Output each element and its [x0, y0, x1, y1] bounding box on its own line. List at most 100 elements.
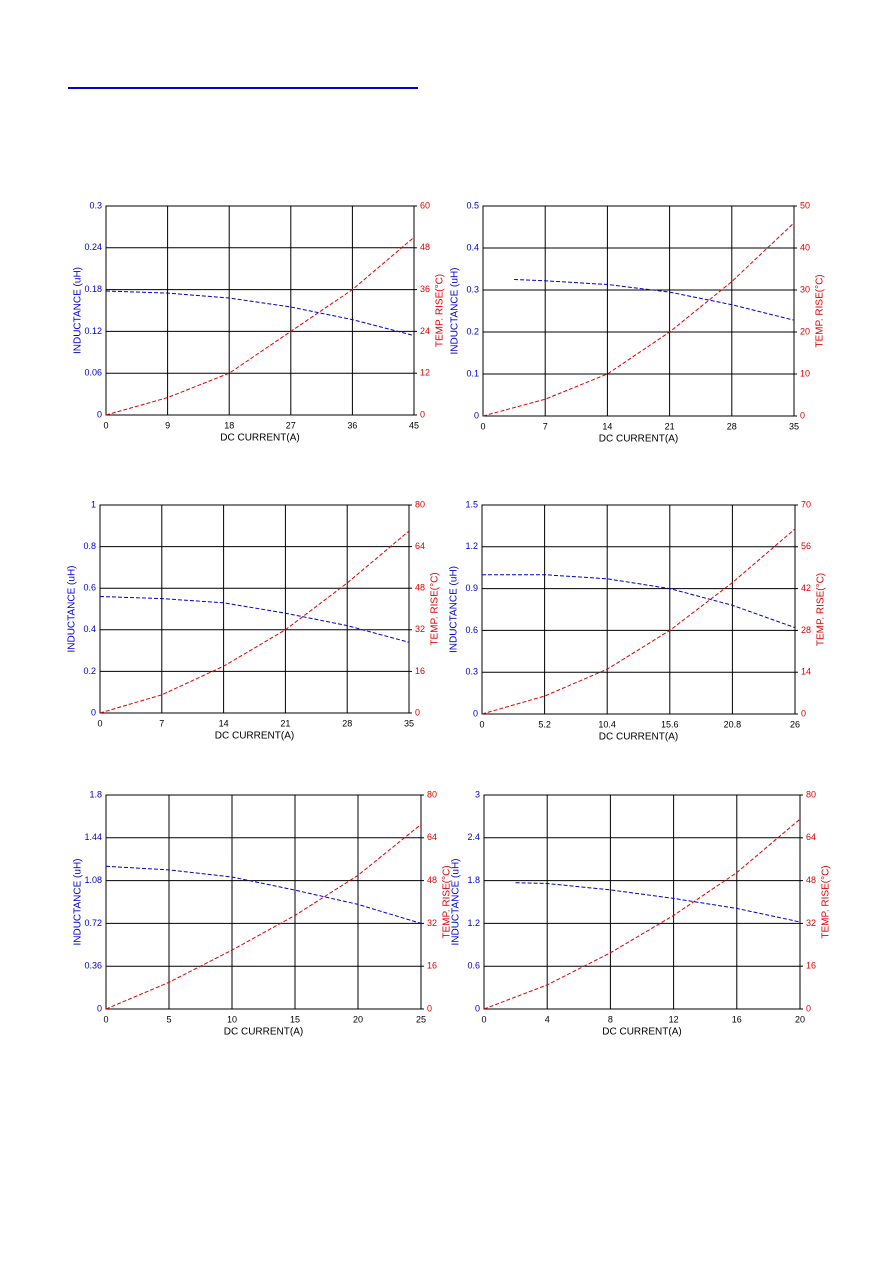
- y2-tick-label: 50: [800, 200, 810, 210]
- x-tick-label: 35: [789, 421, 799, 431]
- series-line: [481, 528, 796, 715]
- x-tick-label: 20: [353, 1014, 363, 1024]
- x-tick-label: 20.8: [724, 719, 742, 729]
- y-tick-label: 1: [91, 499, 96, 509]
- y-tick-label: 1.8: [467, 875, 480, 885]
- y-tick-label: 1.5: [465, 499, 478, 509]
- x-tick-label: 7: [159, 718, 164, 728]
- y2-tick-label: 80: [415, 499, 425, 509]
- y-tick-label: 1.2: [465, 541, 478, 551]
- y2-tick-label: 60: [420, 200, 430, 210]
- y-tick-label: 3: [475, 789, 480, 799]
- x-tick-label: 18: [224, 420, 234, 430]
- y2-tick-label: 16: [427, 961, 437, 971]
- y2-tick-label: 48: [420, 242, 430, 252]
- y-tick-label: 0.4: [83, 624, 96, 634]
- x-axis-label: DC CURRENT(A): [599, 732, 678, 743]
- y2-tick-label: 16: [806, 961, 816, 971]
- y2-tick-label: 24: [420, 326, 430, 336]
- y-tick-label: 0.6: [83, 583, 96, 593]
- y-axis-label: INDUCTANCE (uH): [73, 858, 84, 945]
- plot-frame: [482, 205, 795, 417]
- x-tick-label: 27: [286, 420, 296, 430]
- y-axis-label: INDUCTANCE (uH): [450, 267, 461, 354]
- x-tick-label: 28: [727, 421, 737, 431]
- y-tick-label: 0: [475, 1003, 480, 1013]
- x-tick-label: 36: [347, 420, 357, 430]
- x-tick-label: 21: [665, 421, 675, 431]
- y-tick-label: 0.3: [466, 284, 479, 294]
- y-tick-label: 0.3: [465, 667, 478, 677]
- x-tick-label: 35: [404, 718, 414, 728]
- y2-tick-label: 80: [427, 789, 437, 799]
- x-tick-label: 0: [103, 420, 108, 430]
- y-tick-label: 1.44: [84, 832, 102, 842]
- x-tick-label: 25: [416, 1014, 426, 1024]
- y2-tick-label: 0: [806, 1003, 811, 1013]
- plot-frame: [481, 504, 796, 715]
- x-tick-label: 0: [481, 1014, 486, 1024]
- x-axis-label: DC CURRENT(A): [220, 433, 299, 444]
- x-tick-label: 28: [342, 718, 352, 728]
- x-tick-label: 5: [166, 1014, 171, 1024]
- y2-tick-label: 64: [415, 541, 425, 551]
- y2-axis-label: TEMP. RISE(°C): [821, 865, 832, 938]
- x-tick-label: 14: [219, 718, 229, 728]
- y2-tick-label: 64: [427, 832, 437, 842]
- y-tick-label: 0.36: [84, 961, 102, 971]
- y-tick-label: 0.2: [83, 666, 96, 676]
- x-tick-label: 26: [790, 719, 800, 729]
- y2-tick-label: 42: [801, 583, 811, 593]
- x-tick-label: 7: [543, 421, 548, 431]
- x-tick-label: 4: [545, 1014, 550, 1024]
- x-tick-label: 15.6: [661, 719, 679, 729]
- x-tick-label: 21: [280, 718, 290, 728]
- y-tick-label: 1.2: [467, 918, 480, 928]
- x-tick-label: 20: [795, 1014, 805, 1024]
- y-tick-label: 1.8: [89, 789, 102, 799]
- series-line: [105, 824, 422, 1010]
- y-tick-label: 0.72: [84, 918, 102, 928]
- y-tick-label: 0.18: [84, 284, 102, 294]
- y-tick-label: 0: [474, 410, 479, 420]
- x-tick-label: 45: [409, 420, 419, 430]
- y2-tick-label: 80: [806, 789, 816, 799]
- x-axis-label: DC CURRENT(A): [599, 434, 678, 445]
- y-tick-label: 0: [473, 708, 478, 718]
- y2-axis-label: TEMP. RISE(°C): [815, 274, 826, 347]
- y2-tick-label: 28: [801, 625, 811, 635]
- x-tick-label: 10.4: [598, 719, 616, 729]
- y2-axis-label: TEMP. RISE(°C): [442, 865, 453, 938]
- y2-axis-label: TEMP. RISE(°C): [430, 572, 441, 645]
- y-axis-label: INDUCTANCE (uH): [73, 267, 84, 354]
- y2-tick-label: 70: [801, 499, 811, 509]
- y-tick-label: 0.4: [466, 242, 479, 252]
- y2-axis-label: TEMP. RISE(°C): [435, 274, 446, 347]
- y2-tick-label: 16: [415, 666, 425, 676]
- x-axis-label: DC CURRENT(A): [224, 1027, 303, 1038]
- x-tick-label: 16: [732, 1014, 742, 1024]
- y-tick-label: 0.12: [84, 326, 102, 336]
- y-tick-label: 0: [97, 1003, 102, 1013]
- y2-tick-label: 48: [806, 875, 816, 885]
- series-line: [483, 818, 801, 1010]
- y2-tick-label: 0: [801, 708, 806, 718]
- y2-tick-label: 14: [801, 667, 811, 677]
- y2-tick-label: 48: [427, 875, 437, 885]
- y2-tick-label: 32: [427, 918, 437, 928]
- y2-tick-label: 64: [806, 832, 816, 842]
- x-axis-label: DC CURRENT(A): [215, 731, 294, 742]
- y-tick-label: 0.2: [466, 326, 479, 336]
- x-tick-label: 0: [480, 421, 485, 431]
- x-tick-label: 0: [479, 719, 484, 729]
- x-tick-label: 14: [602, 421, 612, 431]
- y-tick-label: 0.9: [465, 583, 478, 593]
- plot-frame: [99, 504, 410, 714]
- y-tick-label: 0.06: [84, 368, 102, 378]
- y2-tick-label: 0: [427, 1003, 432, 1013]
- y-tick-label: 0.1: [466, 368, 479, 378]
- plot-frame: [105, 794, 422, 1010]
- series-line: [99, 530, 410, 714]
- series-line: [482, 574, 796, 629]
